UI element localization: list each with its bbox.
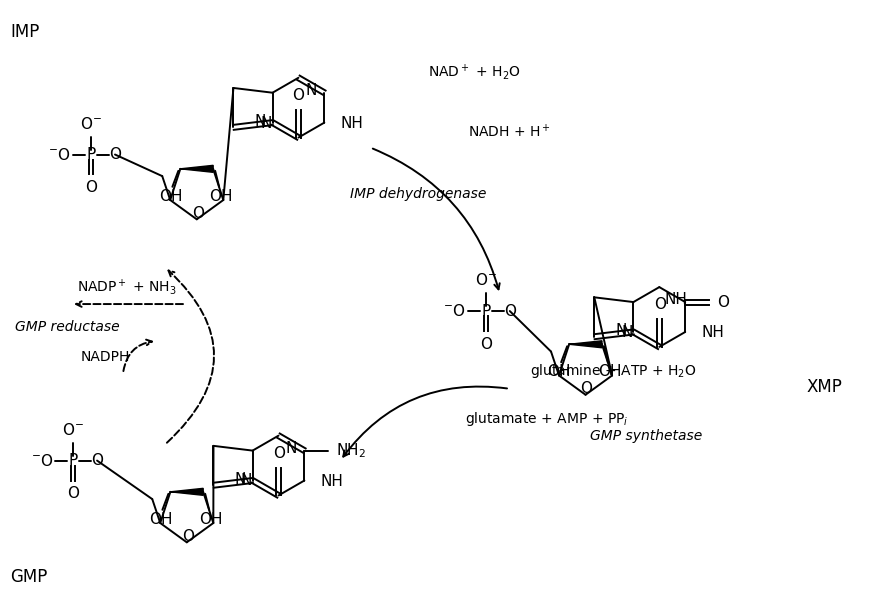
- Text: OH: OH: [149, 512, 172, 527]
- Text: GMP reductase: GMP reductase: [15, 320, 120, 334]
- Text: OH: OH: [598, 364, 622, 379]
- Text: NH: NH: [340, 116, 363, 131]
- Text: O: O: [91, 453, 103, 468]
- Text: NADH + H$^+$: NADH + H$^+$: [468, 123, 551, 140]
- Text: NADP$^+$ + NH$_3$: NADP$^+$ + NH$_3$: [78, 277, 177, 297]
- Text: glutamine + ATP + H$_2$O: glutamine + ATP + H$_2$O: [529, 362, 696, 380]
- Text: NH$_2$: NH$_2$: [337, 441, 366, 460]
- Polygon shape: [569, 341, 602, 348]
- Text: P: P: [481, 304, 491, 319]
- Text: O$^{-}$: O$^{-}$: [80, 116, 102, 132]
- Text: O: O: [109, 147, 121, 162]
- Text: O: O: [181, 529, 194, 544]
- Text: N: N: [306, 83, 317, 98]
- Text: NH: NH: [664, 292, 687, 307]
- Text: O: O: [581, 381, 593, 397]
- Text: IMP: IMP: [11, 23, 40, 41]
- Text: N: N: [285, 441, 297, 456]
- Text: P: P: [86, 147, 96, 162]
- Text: O: O: [292, 87, 305, 103]
- Text: N: N: [234, 472, 246, 487]
- Text: O: O: [480, 337, 492, 352]
- Polygon shape: [170, 488, 204, 495]
- Text: NH: NH: [701, 326, 724, 340]
- Text: $^{-}$O: $^{-}$O: [31, 453, 53, 469]
- Text: $^{-}$O: $^{-}$O: [48, 147, 71, 163]
- Text: GMP: GMP: [11, 568, 48, 586]
- Text: N: N: [255, 114, 265, 129]
- Text: O: O: [192, 206, 204, 221]
- Text: XMP: XMP: [807, 378, 843, 396]
- Text: glutamate + AMP + PP$_i$: glutamate + AMP + PP$_i$: [465, 410, 628, 428]
- Text: O: O: [85, 180, 97, 196]
- Text: NH: NH: [321, 474, 344, 489]
- Text: O: O: [504, 304, 515, 319]
- Text: N: N: [241, 473, 252, 489]
- Text: OH: OH: [199, 512, 223, 527]
- Text: N: N: [622, 325, 633, 340]
- Text: N: N: [261, 116, 272, 131]
- Text: O$^{-}$: O$^{-}$: [475, 272, 497, 288]
- Text: O: O: [717, 294, 729, 310]
- Text: O: O: [273, 446, 285, 460]
- Text: NADPH: NADPH: [81, 350, 130, 364]
- Text: OH: OH: [547, 364, 571, 379]
- Text: GMP synthetase: GMP synthetase: [589, 428, 702, 443]
- Text: NAD$^+$ + H$_2$O: NAD$^+$ + H$_2$O: [428, 62, 521, 82]
- Text: OH: OH: [210, 189, 233, 204]
- Text: OH: OH: [159, 189, 182, 204]
- Text: IMP dehydrogenase: IMP dehydrogenase: [351, 187, 486, 202]
- Text: O: O: [655, 297, 666, 312]
- Text: O$^{-}$: O$^{-}$: [63, 421, 84, 438]
- Text: P: P: [69, 453, 78, 468]
- Text: N: N: [615, 323, 626, 339]
- Polygon shape: [181, 165, 213, 173]
- Text: $^{-}$O: $^{-}$O: [443, 303, 466, 319]
- Text: O: O: [67, 486, 79, 502]
